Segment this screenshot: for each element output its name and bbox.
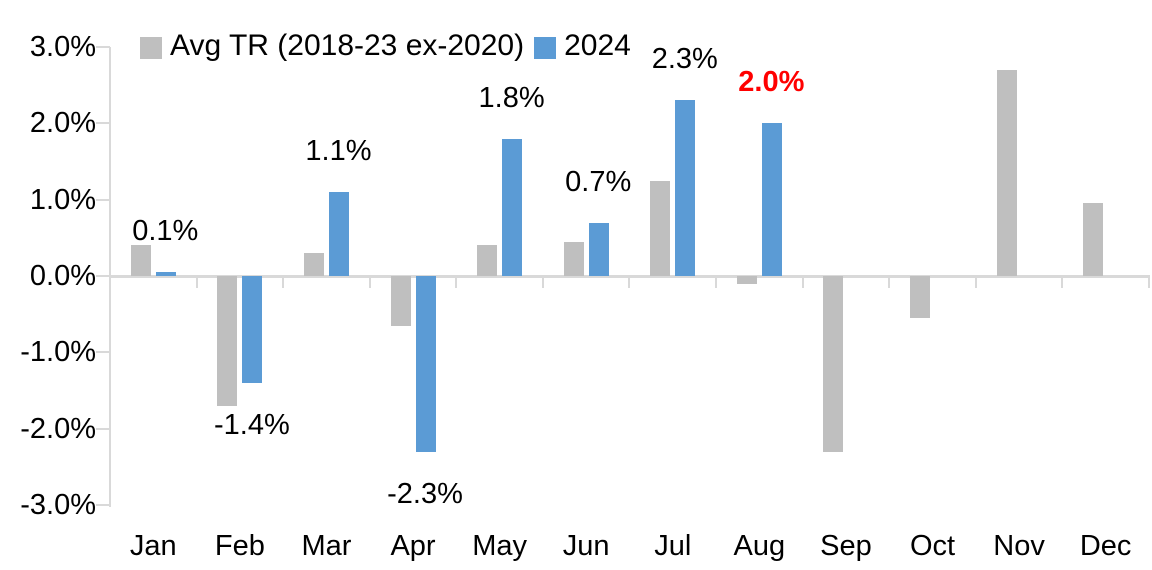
legend-item-2024: 2024 (534, 28, 631, 64)
data-label-apr: -2.3% (387, 477, 463, 510)
bar-avgtr-jul (650, 180, 671, 276)
bar-avgtr-oct (910, 276, 930, 318)
x-axis-label-jan: Jan (129, 530, 177, 562)
x-axis-label-mar: Mar (301, 530, 352, 562)
data-label-jul: 2.3% (651, 43, 718, 76)
bar-2024-jan (155, 272, 176, 276)
y-tick (96, 122, 110, 125)
y-axis-label: 3.0% (29, 31, 96, 63)
x-tick (368, 277, 371, 288)
x-axis-label-may: May (472, 530, 527, 562)
bar-avgtr-sep (823, 276, 844, 452)
bar-avgtr-jun (563, 241, 584, 276)
bar-avgtr-aug (736, 276, 757, 284)
x-tick (888, 277, 891, 288)
data-label-aug: 2.0% (738, 66, 805, 99)
data-label-may: 1.8% (478, 81, 545, 114)
bar-avgtr-may (477, 245, 498, 276)
legend-item-avg-tr: Avg TR (2018-23 ex-2020) (140, 28, 524, 64)
legend-label-2024: 2024 (564, 29, 631, 62)
x-axis-label-jun: Jun (562, 530, 610, 562)
bar-2024-jun (588, 222, 609, 276)
bar-avgtr-jan (130, 245, 151, 276)
y-tick (96, 503, 110, 506)
bar-2024-may (502, 138, 523, 276)
x-tick (801, 277, 804, 288)
legend: Avg TR (2018-23 ex-2020) 2024 (140, 28, 631, 64)
data-label-feb: -1.4% (213, 408, 290, 441)
y-axis-label: 0.0% (29, 259, 96, 292)
bar-avgtr-nov (996, 69, 1017, 276)
bar-avgtr-apr (390, 276, 411, 326)
data-label-jan: 0.1% (132, 215, 199, 248)
legend-swatch-2024 (534, 37, 557, 59)
y-axis-label: -1.0% (20, 336, 96, 369)
x-tick (715, 277, 718, 288)
y-axis-label: -3.0% (20, 488, 96, 521)
x-axis-label-apr: Apr (390, 530, 436, 562)
y-tick (96, 46, 110, 48)
bar-avgtr-feb (217, 276, 238, 406)
y-axis-label: -2.0% (20, 412, 96, 445)
x-tick (541, 277, 544, 288)
bar-avgtr-mar (303, 253, 324, 276)
x-tick (974, 277, 977, 288)
x-axis-label-jul: Jul (654, 530, 692, 562)
y-tick (96, 274, 110, 277)
x-axis-line (109, 274, 1150, 278)
x-axis-label-oct: Oct (909, 530, 956, 562)
x-tick (628, 277, 631, 288)
x-axis-label-dec: Dec (1079, 530, 1132, 562)
x-axis-label-aug: Aug (733, 530, 786, 562)
bar-2024-feb (242, 276, 263, 383)
bar-avgtr-dec (1083, 203, 1104, 276)
bar-2024-apr (415, 276, 436, 452)
data-label-jun: 0.7% (565, 165, 632, 198)
x-axis-label-sep: Sep (820, 530, 872, 562)
x-tick (282, 277, 285, 288)
x-tick (1147, 277, 1150, 288)
bar-2024-jul (675, 100, 696, 276)
x-tick (1061, 277, 1064, 288)
legend-swatch-avg-tr (140, 37, 162, 59)
data-label-mar: 1.1% (305, 135, 372, 168)
y-tick (96, 351, 110, 354)
bar-2024-mar (328, 192, 349, 276)
x-axis-label-nov: Nov (993, 530, 1045, 562)
legend-label-avg-tr: Avg TR (2018-23 ex-2020) (170, 29, 525, 62)
x-tick (455, 277, 458, 288)
x-axis-label-feb: Feb (214, 530, 265, 562)
x-tick (195, 277, 198, 288)
y-axis-label: 1.0% (29, 183, 96, 216)
y-tick (96, 427, 110, 430)
bar-2024-aug (761, 123, 782, 276)
y-axis-label: 2.0% (29, 107, 96, 140)
y-tick (96, 198, 110, 201)
